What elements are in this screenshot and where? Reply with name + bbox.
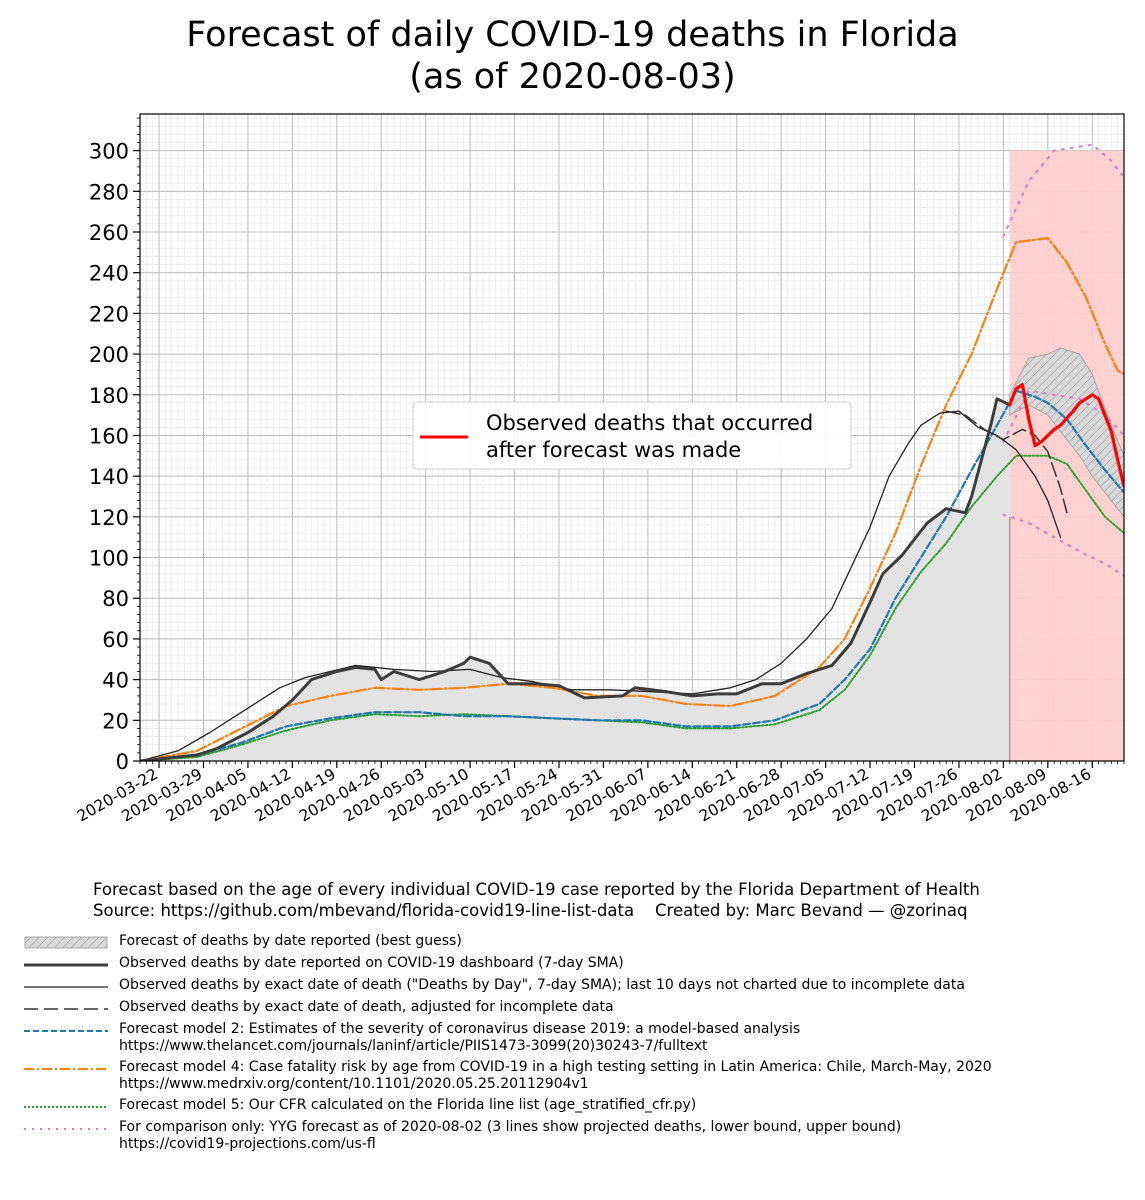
y-tick-label: 20 [102,709,129,733]
y-tick-label: 280 [89,180,129,204]
chart-title-line2: (as of 2020-08-03) [409,57,736,97]
series-yyg-upper [1002,143,1124,238]
y-tick-label: 60 [102,628,129,652]
inset-legend: Observed deaths that occurred after fore… [412,401,852,470]
y-tick-label: 220 [89,302,129,326]
legend-text-block: Forecast model 4: Case fatality risk by … [119,1059,992,1093]
legend-link: https://www.medrxiv.org/content/10.1101/… [119,1076,589,1092]
legend-text: Observed deaths by exact date of death (… [119,977,965,993]
series-exact-date [140,410,1062,761]
legend-text: Forecast model 5: Our CFR calculated on … [119,1097,697,1113]
legend-text: Forecast model 4: Case fatality risk by … [119,1059,992,1075]
forecast-chart: 0 20 40 60 80 100 120 140 160 180 200 220 240 260 280 3… [74,113,1125,826]
series-exact-adjusted [945,410,1068,514]
inset-legend-line1: Observed deaths that occurred [486,411,813,435]
series-model5 [140,454,1124,761]
y-tick-label: 40 [102,669,129,693]
legend-text: Forecast of deaths by date reported (bes… [119,933,462,949]
legend-swatch-dot-pink [24,1128,108,1130]
inset-legend-line2: after forecast was made [486,438,741,462]
historical-area [140,398,1010,761]
y-tick-label: 140 [89,465,129,489]
legend-link: https://www.thelancet.com/journals/lanin… [119,1038,708,1054]
legend-swatch-dot-green [24,1106,108,1108]
y-tick-label: 100 [89,547,129,571]
forecast-band [1009,347,1124,518]
chart-title: Forecast of daily COVID-19 deaths in Flo… [0,14,1145,98]
legend-text-block: Forecast model 2: Estimates of the sever… [119,1021,800,1055]
y-tick-label: 120 [89,506,129,530]
legend-swatch-dashdot-orange [24,1068,108,1070]
legend-text: Observed deaths by exact date of death, … [119,999,614,1015]
legend-swatch-thick-dark [24,963,108,967]
legend-swatch-hatch [24,936,108,949]
series-reported [140,397,1012,761]
footer: Forecast based on the age of every indiv… [93,879,980,921]
data-lines [140,143,1124,761]
y-tick-label: 260 [89,221,129,245]
y-tick-label: 200 [89,343,129,367]
y-tick-label: 0 [116,750,129,774]
inset-legend-box [412,401,852,470]
legend-swatch-dash-dark [24,1008,108,1010]
y-tick-label: 300 [89,140,129,164]
legend-text: For comparison only: YYG forecast as of … [119,1119,902,1135]
legend-swatch-thin-dark [24,986,108,988]
series-model2 [140,389,1124,761]
footer-line1: Forecast based on the age of every indiv… [93,880,980,899]
legend-link: https://covid19-projections.com/us-fl [119,1136,376,1152]
y-tick-label: 80 [102,587,129,611]
legend-text: Forecast model 2: Estimates of the sever… [119,1021,801,1037]
legend-text: Observed deaths by date reported on COVI… [119,955,624,971]
plot-frame [139,113,1125,762]
series-yyg-lower [1002,513,1124,577]
legend-text-block: For comparison only: YYG forecast as of … [119,1119,901,1153]
footer-line2: Source: https://github.com/mbevand/flori… [93,901,968,920]
y-tick-label: 240 [89,262,129,286]
y-tick-label: 180 [89,384,129,408]
series-observed-after-forecast [1008,383,1124,488]
chart-title-line1: Forecast of daily COVID-19 deaths in Flo… [186,15,959,55]
legend-swatch-dash-blue [24,1030,108,1032]
y-tick-label: 160 [89,424,129,448]
series-model4 [140,237,1124,761]
